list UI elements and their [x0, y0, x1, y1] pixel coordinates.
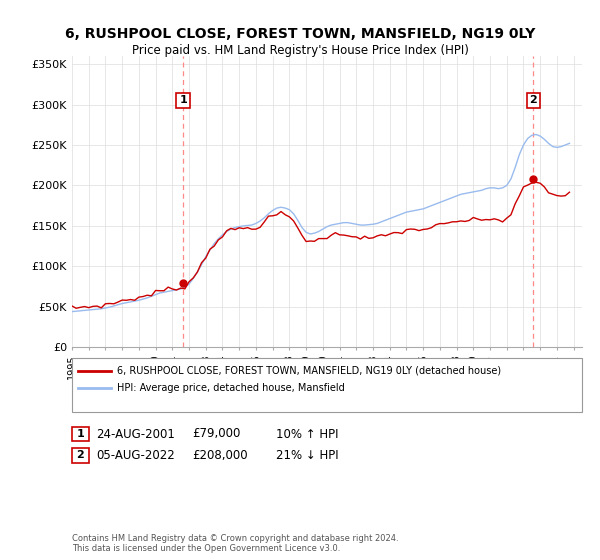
Text: 1: 1 [77, 429, 84, 439]
Text: £208,000: £208,000 [192, 449, 248, 462]
Text: 2: 2 [77, 450, 84, 460]
Text: 24-AUG-2001: 24-AUG-2001 [96, 427, 175, 441]
Text: Price paid vs. HM Land Registry's House Price Index (HPI): Price paid vs. HM Land Registry's House … [131, 44, 469, 57]
Text: 1: 1 [179, 96, 187, 105]
Text: 6, RUSHPOOL CLOSE, FOREST TOWN, MANSFIELD, NG19 0LY (detached house): 6, RUSHPOOL CLOSE, FOREST TOWN, MANSFIEL… [117, 366, 501, 376]
Text: 21% ↓ HPI: 21% ↓ HPI [276, 449, 338, 462]
Text: Contains HM Land Registry data © Crown copyright and database right 2024.
This d: Contains HM Land Registry data © Crown c… [72, 534, 398, 553]
Text: 6, RUSHPOOL CLOSE, FOREST TOWN, MANSFIELD, NG19 0LY: 6, RUSHPOOL CLOSE, FOREST TOWN, MANSFIEL… [65, 27, 535, 41]
Text: 10% ↑ HPI: 10% ↑ HPI [276, 427, 338, 441]
Text: 05-AUG-2022: 05-AUG-2022 [96, 449, 175, 462]
Text: 2: 2 [529, 96, 537, 105]
Text: £79,000: £79,000 [192, 427, 241, 441]
Text: HPI: Average price, detached house, Mansfield: HPI: Average price, detached house, Mans… [117, 382, 345, 393]
